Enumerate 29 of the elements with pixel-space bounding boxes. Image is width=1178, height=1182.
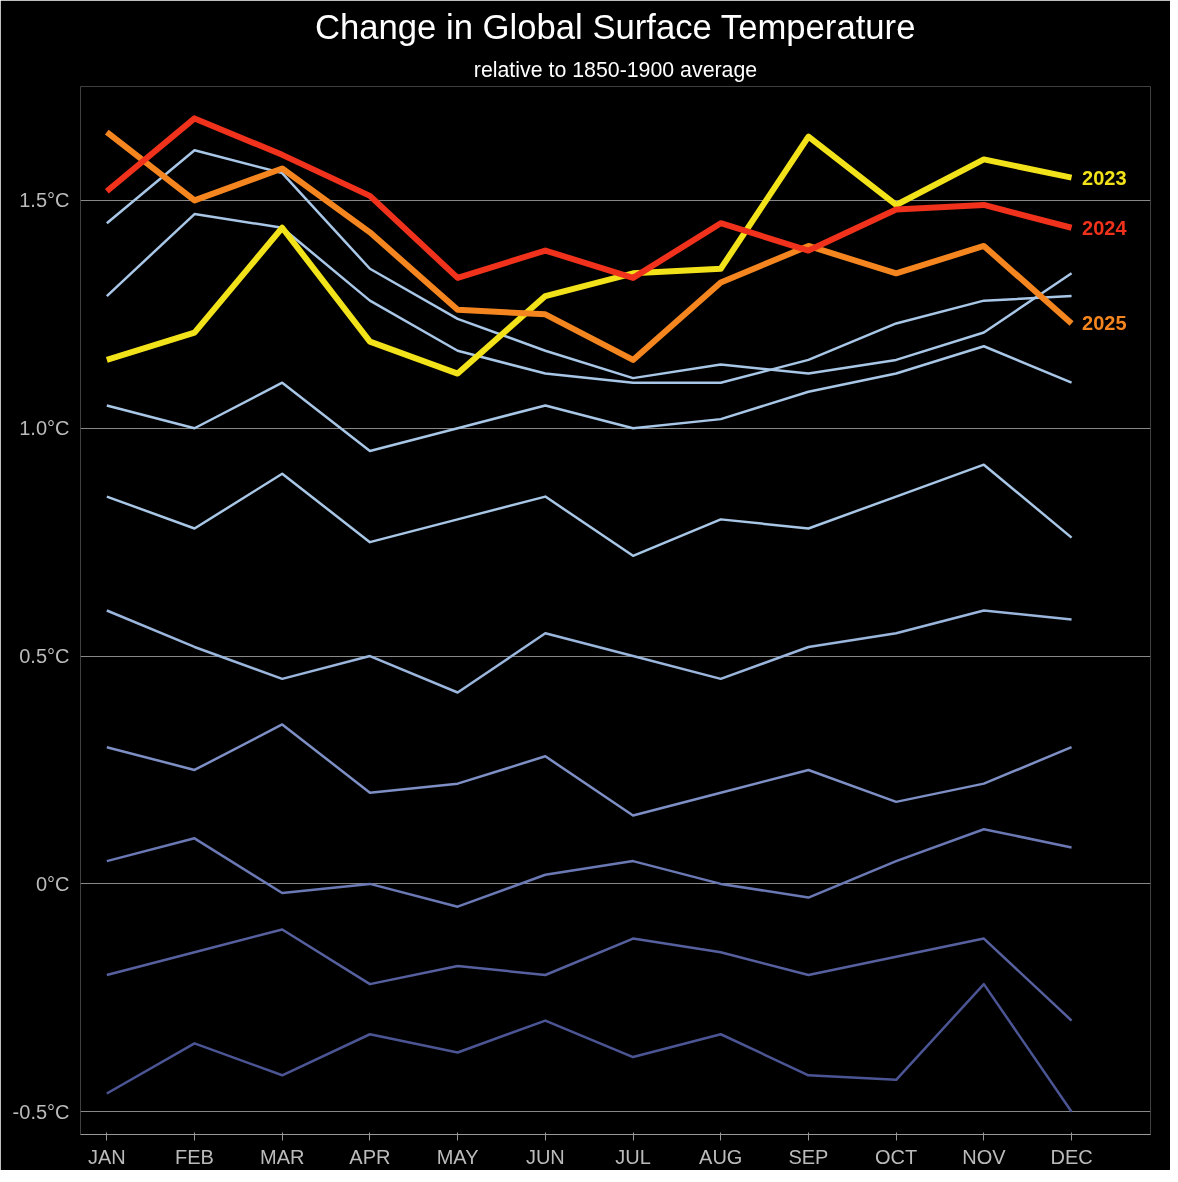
y-tick-label: 0.5°C [19, 645, 70, 668]
x-tick-label: MAR [260, 1145, 305, 1168]
y-tick-label: 1.0°C [19, 417, 70, 440]
x-tick-label: JUL [615, 1145, 651, 1168]
series-label: 2024 [1082, 216, 1128, 239]
y-tick-label: 0°C [35, 872, 70, 895]
chart-title: Change in Global Surface Temperature [314, 7, 916, 46]
x-tick-label: FEB [175, 1145, 214, 1168]
x-tick-label: JUN [525, 1145, 565, 1168]
x-tick-label: NOV [962, 1145, 1007, 1168]
series-label: 2025 [1082, 312, 1127, 335]
x-tick-label: SEP [788, 1145, 829, 1168]
x-tick-label: MAY [436, 1145, 479, 1168]
series-label: 2023 [1082, 166, 1127, 189]
x-tick-label: APR [349, 1145, 391, 1168]
y-tick-label: 1.5°C [19, 189, 70, 212]
line-series [105, 344, 1073, 453]
y-tick-label: -0.5°C [12, 1100, 70, 1123]
x-tick-label: DEC [1050, 1145, 1093, 1168]
line-series [105, 463, 1073, 558]
line-series [105, 982, 1073, 1113]
line-series [105, 827, 1073, 908]
chart-subtitle: relative to 1850-1900 average [473, 57, 758, 82]
line-series [105, 723, 1073, 817]
line-series [105, 609, 1073, 694]
x-tick-label: JAN [87, 1145, 126, 1168]
line-series [105, 928, 1073, 1022]
x-tick-label: OCT [875, 1145, 918, 1168]
x-tick-label: AUG [699, 1145, 743, 1168]
